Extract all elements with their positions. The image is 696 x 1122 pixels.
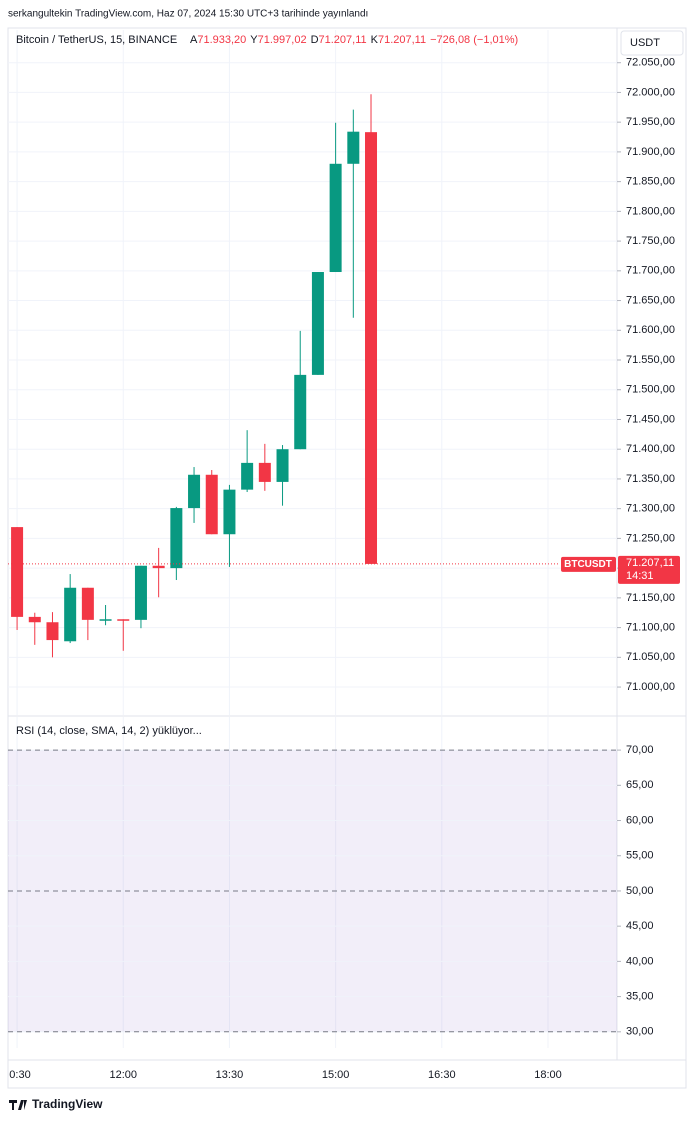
y-tick-label: 71.050,00 (626, 651, 675, 663)
y-tick-label: 65,00 (626, 779, 654, 791)
candle-body (170, 508, 183, 569)
y-tick-label: 71.000,00 (626, 681, 675, 693)
y-tick-label: 71.500,00 (626, 384, 675, 396)
y-tick-label: 71.350,00 (626, 473, 675, 485)
y-tick-label: 72.050,00 (626, 57, 675, 69)
ohlc-key: D (311, 34, 319, 46)
candle-body (241, 462, 254, 490)
currency-button[interactable] (620, 30, 684, 56)
symbol-tag-text: BTCUSDT (564, 559, 612, 570)
ohlc-value: 71.207,11 (378, 34, 426, 46)
y-tick-label: 71.950,00 (626, 116, 675, 128)
candle-body (11, 527, 24, 617)
x-tick-label: 18:00 (534, 1069, 562, 1081)
countdown-text: 14:31 (626, 570, 654, 582)
price-tag-text: 71.207,11 (626, 557, 674, 569)
brand: TradingView (32, 1097, 103, 1111)
ohlc-key: Y (250, 34, 258, 46)
candle-body (134, 565, 147, 620)
ohlc-value: 71.933,20 (197, 34, 246, 46)
x-tick-label: 12:00 (109, 1069, 137, 1081)
y-tick-label: 71.150,00 (626, 592, 675, 604)
y-tick-label: 71.600,00 (626, 324, 675, 336)
y-tick-label: 71.650,00 (626, 294, 675, 306)
candle-body (311, 272, 324, 375)
candle-body (64, 587, 77, 642)
currency[interactable]: USDT (630, 37, 660, 49)
y-tick-label: 71.750,00 (626, 235, 675, 247)
y-tick-label: 71.250,00 (626, 532, 675, 544)
change-label: −726,08 (−1,01%) (430, 34, 518, 46)
x-tick-label: 13:30 (216, 1069, 244, 1081)
candle-body (365, 132, 378, 564)
y-tick-label: 71.900,00 (626, 146, 675, 158)
candle-body (294, 374, 307, 450)
y-tick-label: 71.400,00 (626, 443, 675, 455)
y-tick-label: 71.700,00 (626, 265, 675, 277)
brand-logo (9, 1100, 27, 1110)
y-tick-label: 72.000,00 (626, 86, 675, 98)
rsi-title: RSI (14, close, SMA, 14, 2) yüklüyor... (16, 725, 202, 737)
candle-body (117, 619, 130, 621)
y-tick-label: 71.100,00 (626, 621, 675, 633)
y-tick-label: 71.550,00 (626, 354, 675, 366)
candle-body (329, 163, 342, 273)
y-tick-label: 71.450,00 (626, 413, 675, 425)
x-tick-label: 0:30 (9, 1069, 30, 1081)
attribution: serkangultekin TradingView.com, Haz 07, … (8, 9, 368, 20)
ohlc-value: 71.207,11 (319, 34, 367, 46)
symbol-title: Bitcoin / TetherUS, 15, BINANCE (16, 34, 177, 46)
y-tick-label: 71.800,00 (626, 205, 675, 217)
y-tick-label: 70,00 (626, 744, 654, 756)
candle-body (188, 474, 201, 509)
candle-body (81, 587, 94, 620)
candle-body (258, 462, 271, 482)
candle-body (347, 131, 360, 164)
candle-body (276, 449, 289, 482)
y-tick-label: 35,00 (626, 990, 654, 1002)
candle-body (28, 616, 41, 623)
y-tick-label: 71.850,00 (626, 176, 675, 188)
y-tick-label: 71.300,00 (626, 503, 675, 515)
candle-body (205, 474, 218, 535)
y-tick-label: 40,00 (626, 955, 654, 967)
candle-body (152, 565, 165, 569)
y-tick-label: 55,00 (626, 850, 654, 862)
symbol-tag (561, 556, 616, 572)
marks (8, 94, 617, 1033)
price-tag (618, 555, 680, 584)
candle-body (99, 619, 112, 621)
candle-body (223, 489, 236, 535)
ohlc-legend: A71.933,20 Y71.997,02 D71.207,11 K71.207,11… (190, 34, 518, 46)
ohlc-key: K (371, 34, 379, 46)
candle-body (46, 622, 59, 641)
ohlc-key: A (190, 34, 198, 46)
y-tick-label: 60,00 (626, 814, 654, 826)
y-tick-label: 45,00 (626, 920, 654, 932)
ohlc-value: 71.997,02 (258, 34, 307, 46)
y-tick-label: 30,00 (626, 1026, 654, 1038)
x-tick-label: 16:30 (428, 1069, 456, 1081)
x-tick-label: 15:00 (322, 1069, 350, 1081)
y-tick-label: 50,00 (626, 885, 654, 897)
